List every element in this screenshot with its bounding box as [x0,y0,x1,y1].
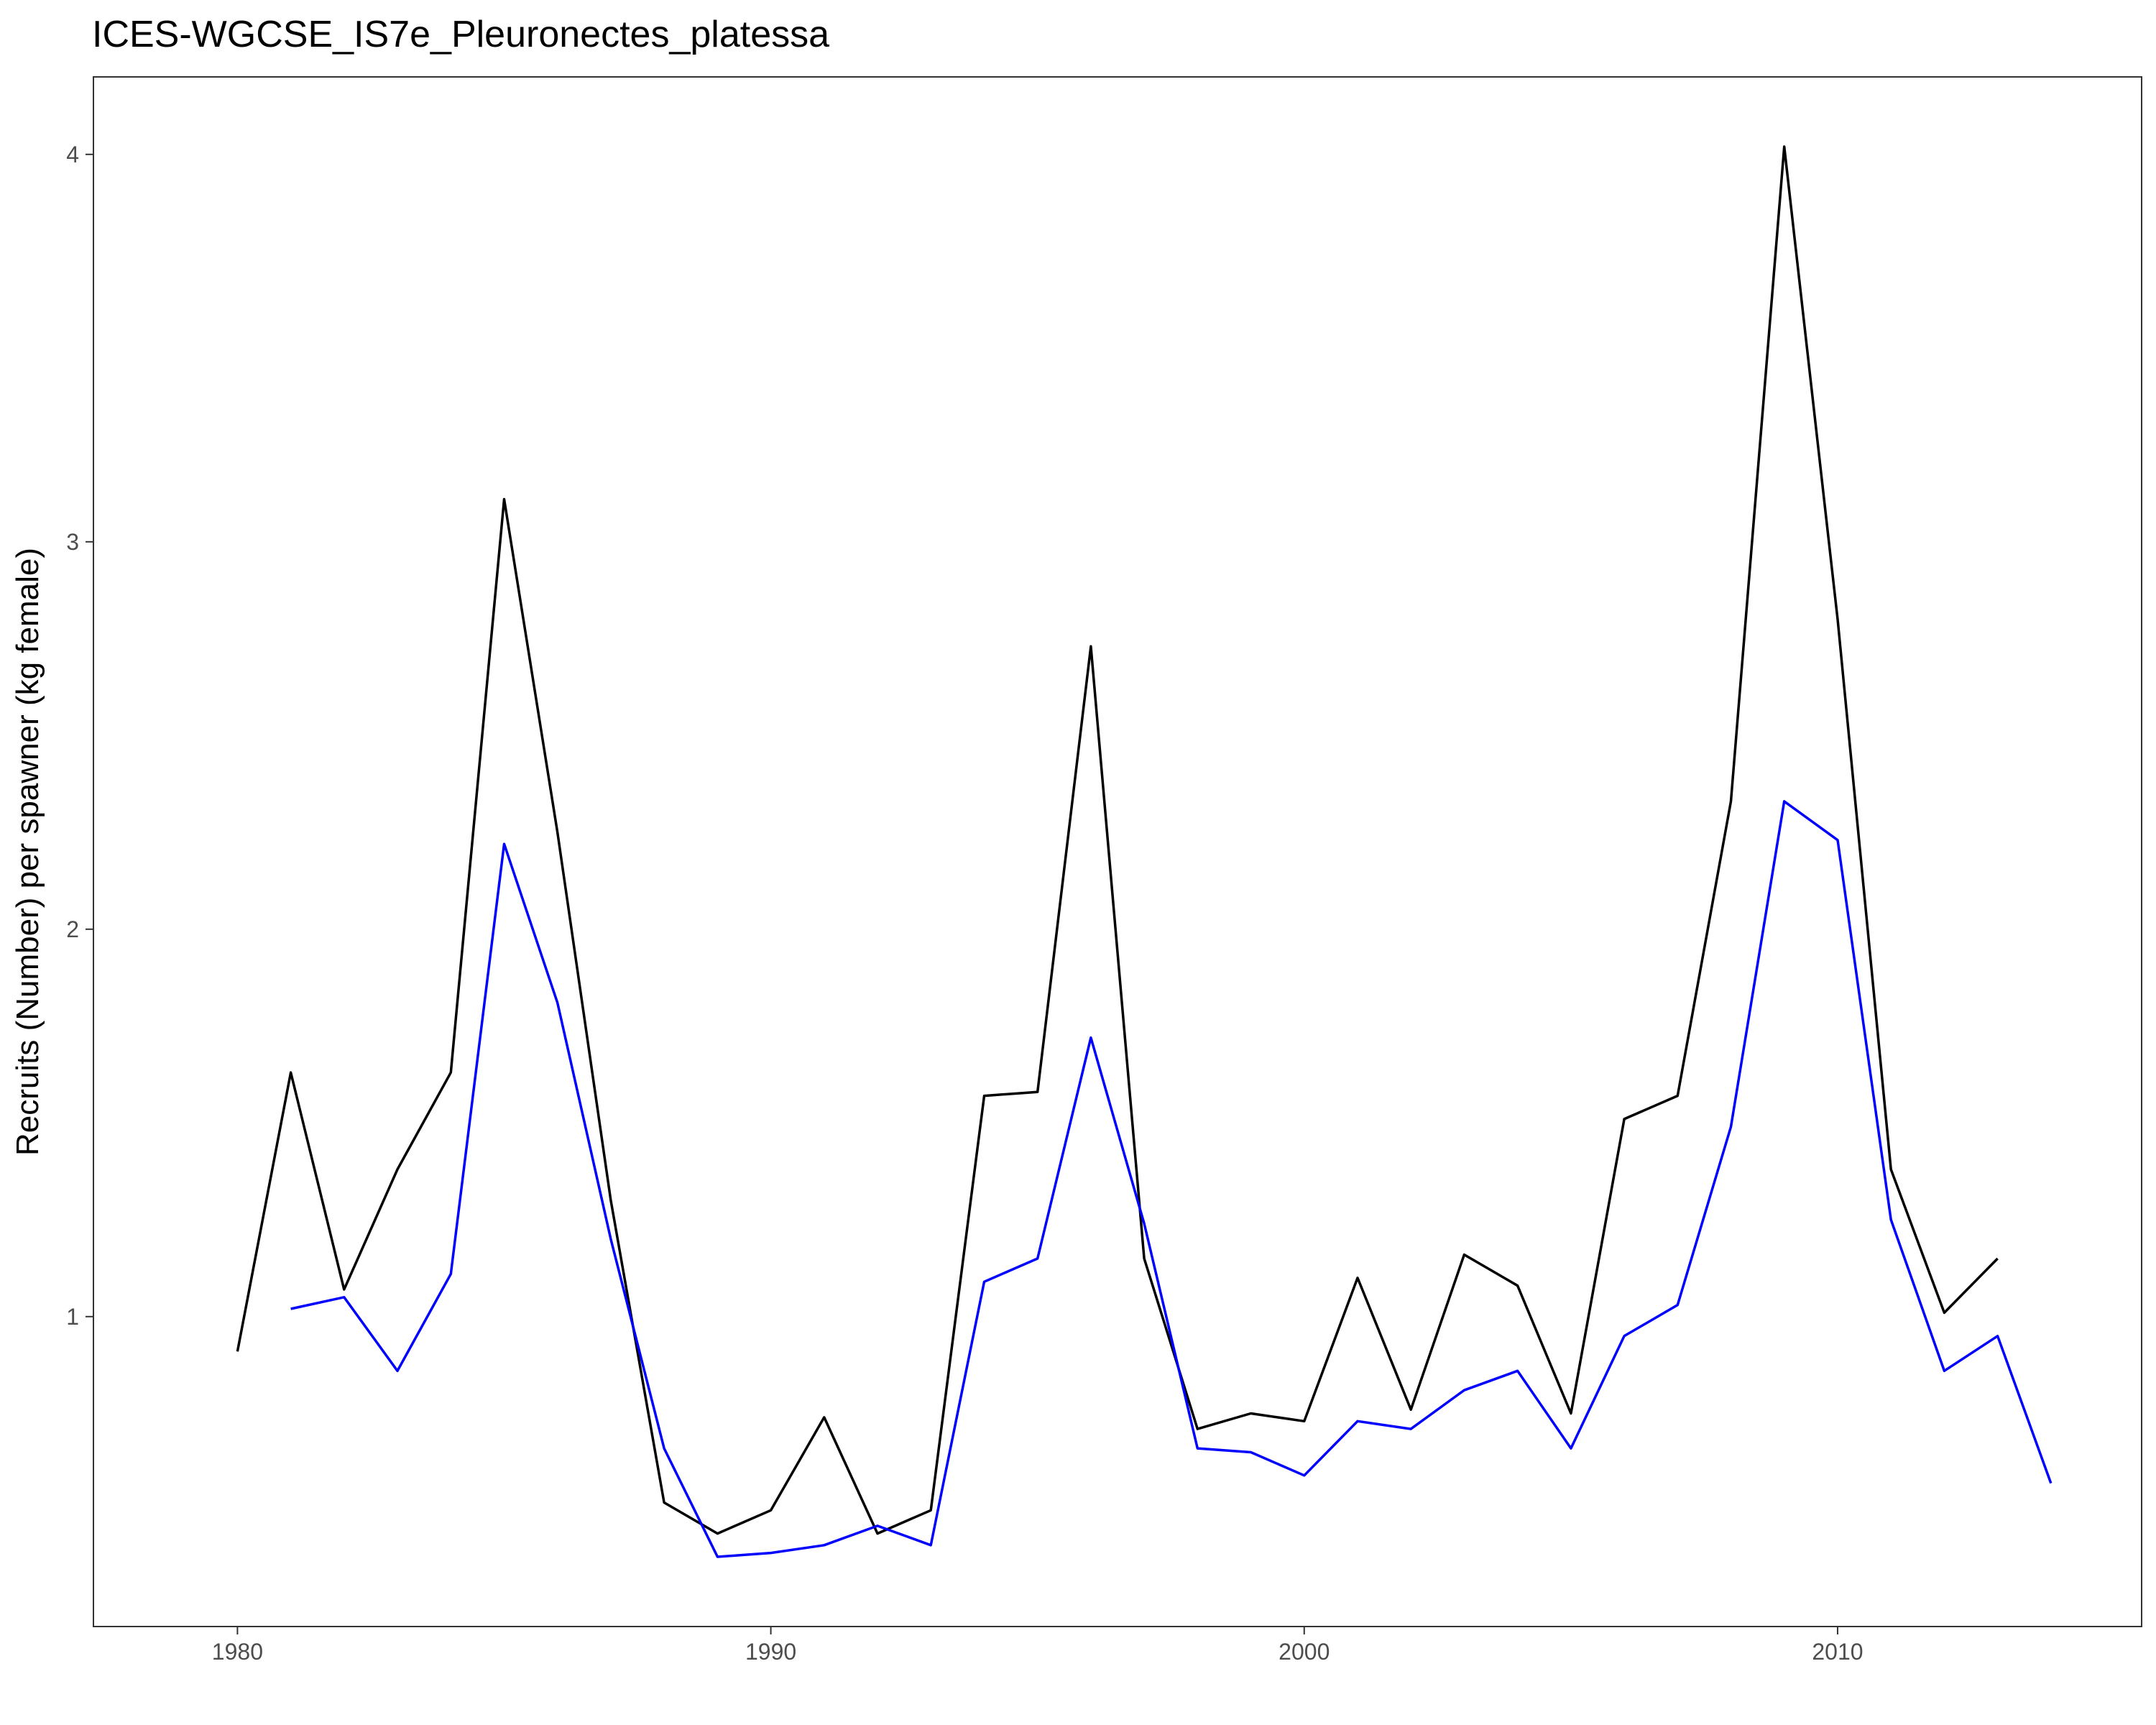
x-tick-label-1990: 1990 [745,1639,796,1665]
y-tick-label-1: 1 [66,1304,79,1330]
series-layer [236,145,2053,1558]
x-tick-label-1980: 1980 [212,1639,263,1665]
series-line-blue [290,800,2053,1558]
series-line-black [236,145,1999,1535]
y-axis-title: Recruits (Number) per spawner (kg female… [10,548,45,1156]
x-tick-label-2010: 2010 [1812,1639,1863,1665]
y-axis: 1 2 3 4 [66,142,93,1330]
y-tick-label-4: 4 [66,142,79,167]
plot-panel [93,76,2142,1627]
y-tick-label-3: 3 [66,529,79,555]
x-tick-label-2000: 2000 [1279,1639,1330,1665]
x-axis: 1980 1990 2000 2010 [212,1627,1864,1665]
chart-title: ICES-WGCSE_IS7e_Pleuronectes_platessa [92,14,829,55]
y-tick-label-2: 2 [66,916,79,942]
